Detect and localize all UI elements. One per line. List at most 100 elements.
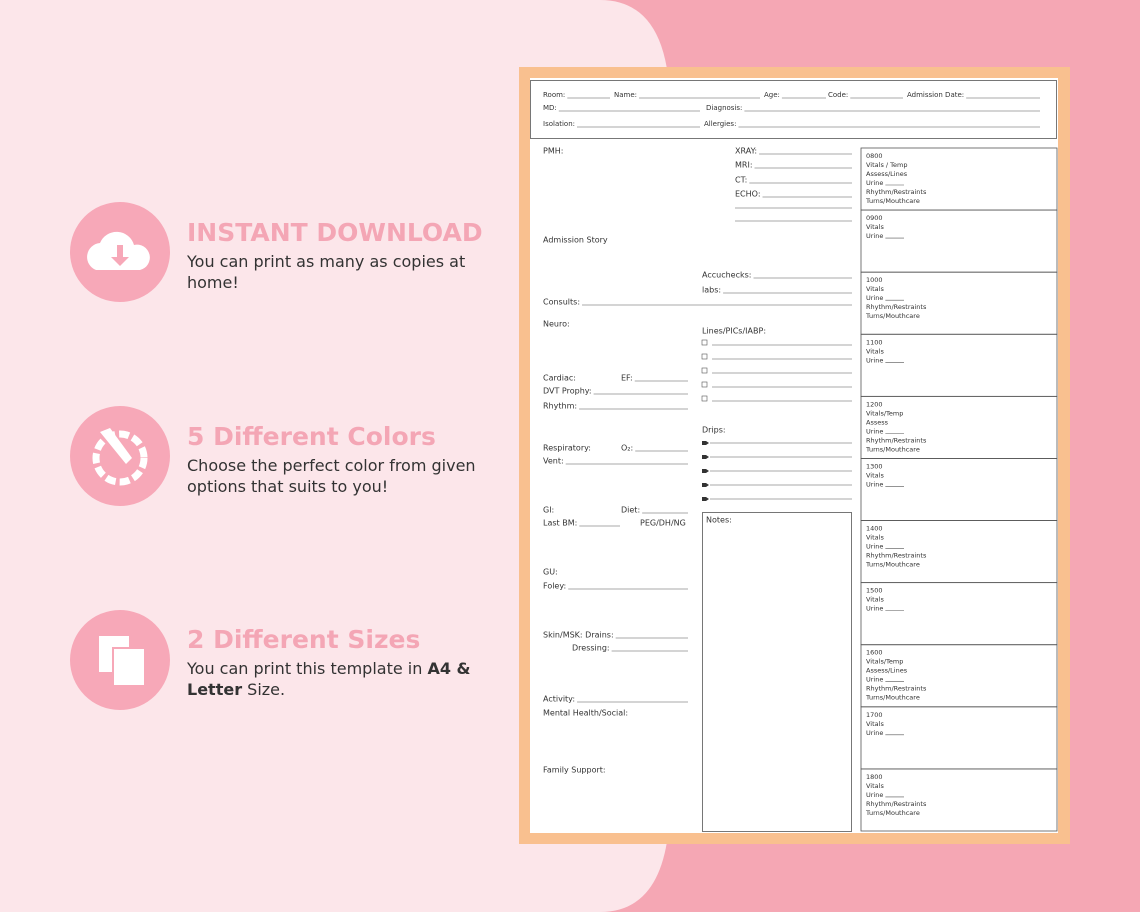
- drip-arrow: [702, 483, 709, 487]
- checkbox: [701, 353, 708, 360]
- icons: [87, 231, 150, 687]
- time-item: Urine: [866, 179, 883, 187]
- time-label: 0800: [866, 152, 883, 160]
- time-item: Urine: [866, 729, 883, 737]
- field-label: Skin/MSK: Drains:: [543, 631, 614, 640]
- time-item: Rhythm/Restraints: [866, 188, 927, 196]
- time-label: 1400: [866, 525, 883, 533]
- feature-title: INSTANT DOWNLOAD: [187, 218, 483, 247]
- time-label: 1100: [866, 338, 883, 346]
- feature-text: You can print this template in A4 & Lett…: [187, 658, 487, 700]
- time-label: 1300: [866, 462, 883, 470]
- field-label: Drips:: [702, 426, 726, 435]
- feature-text-part: You can print this template in: [187, 659, 428, 678]
- feature-text: Choose the perfect color from given opti…: [187, 456, 476, 496]
- time-item: Urine: [866, 356, 883, 364]
- time-item: Rhythm/Restraints: [866, 800, 927, 808]
- time-item: Urine: [866, 427, 883, 435]
- checkbox: [701, 381, 708, 388]
- time-item: Vitals: [866, 534, 884, 542]
- time-item: Vitals: [866, 471, 884, 479]
- field-label: Family Support:: [543, 766, 606, 775]
- field-label: Admission Date:: [907, 91, 964, 99]
- time-item: Vitals: [866, 223, 884, 231]
- field-label: Last BM:: [543, 519, 577, 528]
- field-label: PMH:: [543, 147, 563, 156]
- time-item: Rhythm/Restraints: [866, 552, 927, 560]
- time-label: 1600: [866, 649, 883, 657]
- field-label: DVT Prophy:: [543, 387, 592, 396]
- field-label: GI:: [543, 506, 554, 515]
- time-label: 1800: [866, 773, 883, 781]
- drip-arrow: [702, 469, 709, 473]
- field-label: Admission Story: [543, 236, 608, 245]
- time-label: 0900: [866, 214, 883, 222]
- drip-arrow: [702, 497, 709, 501]
- time-item: Rhythm/Restraints: [866, 436, 927, 444]
- field-label: O₂:: [621, 444, 633, 453]
- field-label: Diet:: [621, 506, 640, 515]
- checkbox: [701, 395, 708, 402]
- time-cell: [860, 768, 1058, 832]
- time-item: Rhythm/Restraints: [866, 685, 927, 693]
- time-item: Turns/Mouthcare: [865, 809, 920, 817]
- time-item: Vitals / Temp: [866, 161, 907, 169]
- field-label: GU:: [543, 568, 558, 577]
- field-label: Neuro:: [543, 320, 570, 329]
- time-item: Vitals: [866, 347, 884, 355]
- field-label: Accuchecks:: [702, 271, 751, 280]
- feature: 2 Different Sizes You can print this temp…: [187, 625, 487, 700]
- time-item: Urine: [866, 294, 883, 302]
- paper: [530, 78, 1058, 833]
- drip-arrow: [702, 441, 709, 445]
- field-label: Cardiac:: [543, 374, 576, 383]
- checkbox: [701, 339, 708, 346]
- field-label: MRI:: [735, 161, 753, 170]
- notes-box: [702, 512, 852, 832]
- bg-left: [0, 0, 670, 912]
- time-item: Urine: [866, 543, 883, 551]
- checkbox: [701, 367, 708, 374]
- time-item: Turns/Mouthcare: [865, 445, 920, 453]
- field-label: Consults:: [543, 298, 580, 307]
- field-label: Rhythm:: [543, 402, 577, 411]
- time-item: Turns/Mouthcare: [865, 561, 920, 569]
- feature: 5 Different Colors Choose the perfect col…: [187, 422, 487, 497]
- time-item: Urine: [866, 791, 883, 799]
- form: Room: Name: Age: Code: Admission Date: MD: Dia…: [543, 91, 1058, 832]
- field-label: Diagnosis:: [706, 104, 742, 112]
- field-label: Dressing:: [572, 644, 610, 653]
- field-label: Room:: [543, 91, 565, 99]
- time-item: Turns/Mouthcare: [865, 312, 920, 320]
- drip-arrow: [702, 455, 709, 459]
- field-label: Name:: [614, 91, 637, 99]
- field-label: Allergies:: [704, 120, 736, 128]
- time-item: Assess: [866, 418, 889, 426]
- time-item: Turns/Mouthcare: [865, 694, 920, 702]
- field-label: EF:: [621, 374, 633, 383]
- time-item: Vitals/Temp: [866, 658, 903, 666]
- field-label: Vent:: [543, 457, 564, 466]
- field-label: Lines/PICs/IABP:: [702, 327, 766, 336]
- field-label: Age:: [764, 91, 780, 99]
- time-item: Urine: [866, 676, 883, 684]
- feature-title: 2 Different Sizes: [187, 625, 421, 654]
- field-label: Mental Health/Social:: [543, 709, 628, 718]
- field-label: Code:: [828, 91, 848, 99]
- time-label: 1500: [866, 587, 883, 595]
- header-box: [530, 80, 1057, 139]
- feature-text-part: Size.: [242, 680, 286, 699]
- time-item: Vitals: [866, 596, 884, 604]
- field-label: ECHO:: [735, 190, 761, 199]
- field-label: labs:: [702, 286, 721, 295]
- time-item: Vitals/Temp: [866, 409, 903, 417]
- time-label: 1700: [866, 711, 883, 719]
- feature-text-part: A4 & Letter: [187, 659, 471, 699]
- field-label: Foley:: [543, 582, 566, 591]
- time-item: Turns/Mouthcare: [865, 197, 920, 205]
- field-label: Activity:: [543, 695, 575, 704]
- field-label: XRAY:: [735, 147, 757, 156]
- time-item: Urine: [866, 480, 883, 488]
- time-label: 1000: [866, 276, 883, 284]
